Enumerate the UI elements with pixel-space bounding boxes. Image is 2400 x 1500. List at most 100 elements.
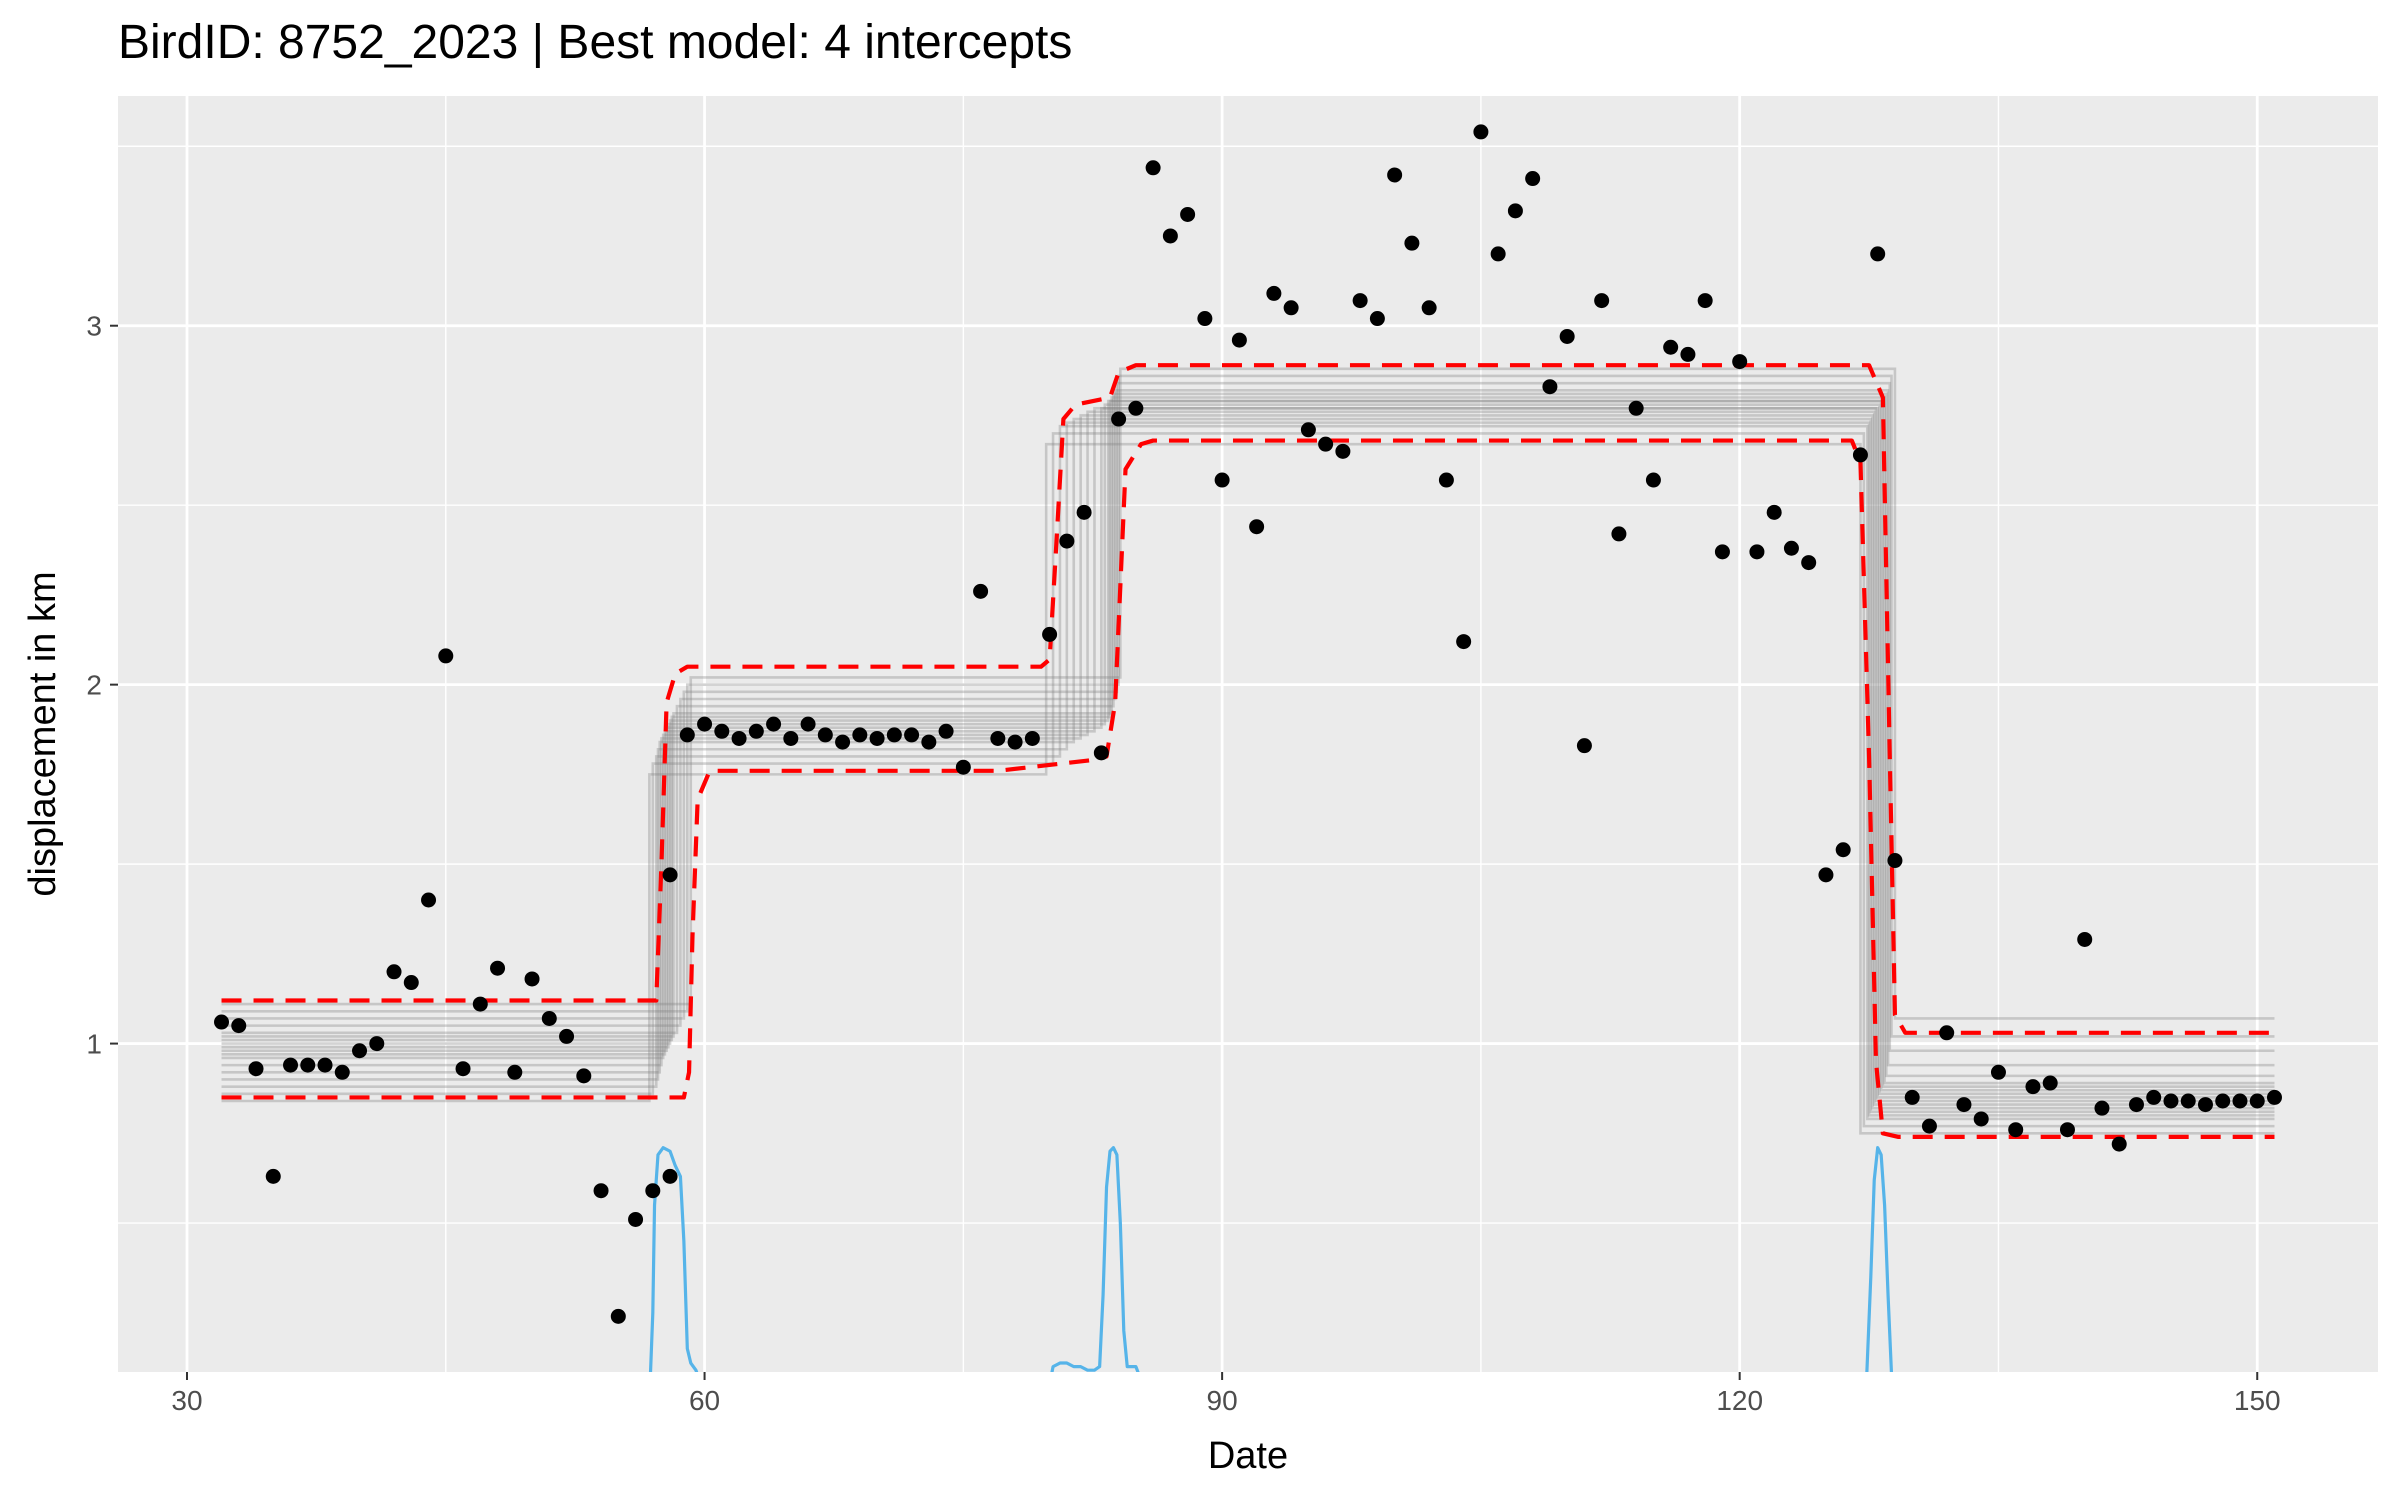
data-point (679, 727, 695, 743)
data-point (817, 727, 833, 743)
data-point (1749, 544, 1765, 560)
data-point (869, 730, 885, 746)
data-point (472, 996, 488, 1012)
data-point (1887, 853, 1903, 869)
y-tick-label: 1 (86, 1029, 102, 1060)
data-point (1249, 519, 1265, 535)
data-point (973, 583, 989, 599)
data-point (1576, 738, 1592, 754)
data-point (576, 1068, 592, 1084)
data-point (593, 1183, 609, 1199)
data-point (1093, 745, 1109, 761)
data-point (317, 1057, 333, 1073)
data-point (248, 1061, 264, 1077)
grid-major (118, 96, 2378, 1372)
data-point (1542, 379, 1558, 395)
data-point (800, 716, 816, 732)
data-point (731, 730, 747, 746)
data-point (507, 1064, 523, 1080)
data-point (2059, 1122, 2075, 1138)
data-point (1525, 171, 1541, 187)
confidence-band-upper (221, 363, 2275, 1035)
data-point (1835, 842, 1851, 858)
x-tick-label: 90 (1207, 1385, 1238, 1416)
data-point (1421, 300, 1437, 316)
data-point (1387, 167, 1403, 183)
data-point (1197, 311, 1213, 327)
data-point (1628, 400, 1644, 416)
data-point (2111, 1136, 2127, 1152)
data-point (2163, 1093, 2179, 1109)
data-point (2128, 1097, 2144, 1113)
data-point (2232, 1093, 2248, 1109)
fitted-step-line (221, 406, 2275, 1099)
density-curve-group (648, 1146, 1894, 1372)
data-point (1870, 246, 1886, 262)
data-point (1990, 1064, 2006, 1080)
data-point (1714, 544, 1730, 560)
data-point (1231, 332, 1247, 348)
data-point (714, 723, 730, 739)
x-tick-label: 150 (2234, 1385, 2281, 1416)
data-point (2094, 1100, 2110, 1116)
fitted-step-line (221, 374, 2275, 1038)
fitted-step-line (221, 399, 2275, 1092)
data-point (628, 1211, 644, 1227)
data-point (1283, 300, 1299, 316)
data-point (2266, 1089, 2282, 1105)
data-point (1921, 1118, 1937, 1134)
data-point (697, 716, 713, 732)
data-point (921, 734, 937, 750)
data-point (1352, 293, 1368, 309)
data-point (1766, 504, 1782, 520)
data-point (852, 727, 868, 743)
data-point (990, 730, 1006, 746)
data-point (1939, 1025, 1955, 1041)
data-point (886, 727, 902, 743)
data-point (662, 1168, 678, 1184)
data-point (1473, 124, 1489, 140)
confidence-band-lower (221, 438, 2275, 1139)
data-point (1645, 472, 1661, 488)
plot-panel (118, 96, 2378, 1372)
data-point (2249, 1093, 2265, 1109)
data-point (265, 1168, 281, 1184)
data-point (2180, 1093, 2196, 1109)
data-point (1801, 555, 1817, 571)
data-point (1145, 160, 1161, 176)
fitted-step-line (221, 424, 2275, 1121)
data-point (403, 975, 419, 991)
data-point (438, 648, 454, 664)
data-point (610, 1308, 626, 1324)
data-point (1697, 293, 1713, 309)
data-point (783, 730, 799, 746)
fitted-step-line (221, 414, 2275, 1110)
data-point (1335, 443, 1351, 459)
data-point (300, 1057, 316, 1073)
data-point (1180, 206, 1196, 222)
data-point (1214, 472, 1230, 488)
fitted-step-line (221, 396, 2275, 1085)
y-axis-title: displacement in km (22, 571, 64, 896)
y-tick-label: 3 (86, 311, 102, 342)
data-point (541, 1010, 557, 1026)
data-point (1076, 504, 1092, 520)
data-point (1318, 436, 1334, 452)
data-point (835, 734, 851, 750)
data-point (455, 1061, 471, 1077)
fitted-step-line (221, 442, 2275, 1135)
data-point (748, 723, 764, 739)
data-point (1111, 411, 1127, 427)
fitted-step-line (221, 403, 2275, 1096)
data-point (2146, 1089, 2162, 1105)
data-point (938, 723, 954, 739)
data-point (1559, 328, 1575, 344)
data-point (955, 759, 971, 775)
data-point (283, 1057, 299, 1073)
fitted-step-line (221, 389, 2275, 1067)
x-tick-label: 60 (689, 1385, 720, 1416)
data-point (386, 964, 402, 980)
fitted-step-line (221, 421, 2275, 1117)
data-point (1162, 228, 1178, 244)
